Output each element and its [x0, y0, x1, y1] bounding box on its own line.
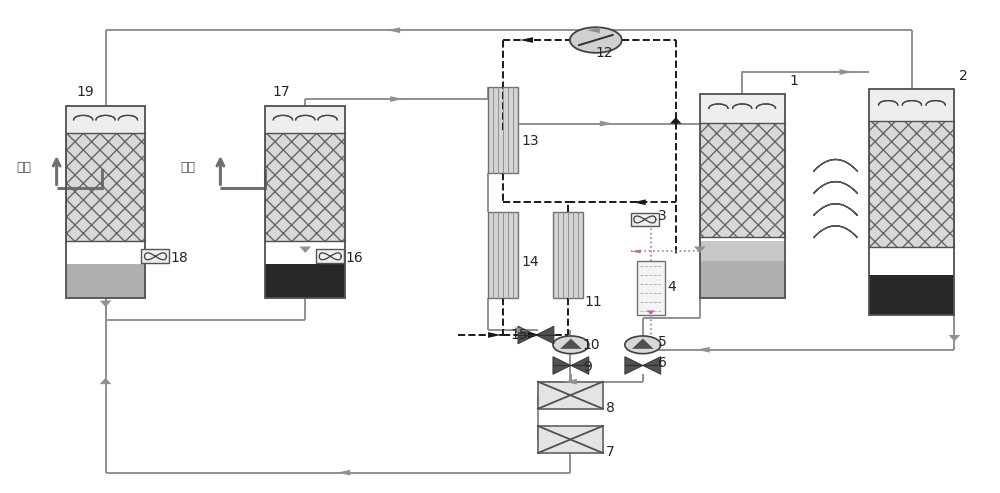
Polygon shape [337, 470, 350, 476]
Circle shape [570, 27, 622, 53]
Bar [488, 87, 518, 173]
Bar [869, 89, 954, 316]
Polygon shape [100, 301, 111, 307]
Bar [488, 212, 518, 298]
Bar [553, 212, 583, 298]
Polygon shape [536, 326, 554, 344]
Text: 11: 11 [585, 295, 603, 310]
Polygon shape [571, 356, 589, 374]
Polygon shape [515, 327, 528, 333]
Bar [265, 133, 345, 241]
Text: 18: 18 [170, 251, 188, 265]
Polygon shape [564, 379, 577, 385]
Bar [869, 275, 954, 316]
Polygon shape [840, 69, 853, 75]
Bar [700, 261, 785, 298]
Bar [316, 249, 344, 263]
Text: 17: 17 [272, 85, 290, 99]
Bar [700, 241, 785, 261]
Bar [66, 106, 145, 133]
Text: 3: 3 [658, 210, 667, 223]
Text: 14: 14 [521, 254, 539, 269]
Polygon shape [587, 27, 600, 33]
Polygon shape [694, 246, 706, 253]
Bar [637, 261, 665, 316]
Polygon shape [390, 96, 403, 102]
Text: 19: 19 [77, 85, 94, 99]
Polygon shape [633, 199, 646, 205]
Polygon shape [632, 249, 641, 253]
Text: 4: 4 [668, 280, 677, 294]
Bar [869, 121, 954, 247]
Polygon shape [643, 356, 661, 374]
Bar [538, 382, 603, 409]
Polygon shape [299, 246, 311, 253]
Bar [869, 121, 954, 247]
Bar [265, 133, 345, 241]
Text: 5: 5 [658, 335, 667, 349]
Text: 排风: 排风 [180, 161, 195, 175]
Polygon shape [697, 347, 710, 352]
Text: 排风: 排风 [17, 161, 32, 175]
Bar [141, 249, 169, 263]
Bar [700, 123, 785, 237]
Bar [66, 133, 145, 241]
Circle shape [553, 336, 589, 353]
Bar [265, 106, 345, 133]
Text: 15: 15 [510, 328, 528, 342]
Polygon shape [100, 378, 111, 384]
Polygon shape [670, 117, 682, 124]
Polygon shape [600, 121, 613, 127]
Polygon shape [560, 339, 582, 349]
Circle shape [625, 336, 661, 353]
Text: 9: 9 [583, 360, 592, 374]
Bar [66, 106, 145, 298]
Bar [700, 94, 785, 298]
Polygon shape [949, 335, 960, 341]
Bar [538, 426, 603, 453]
Polygon shape [553, 356, 571, 374]
Polygon shape [387, 27, 400, 33]
Bar [869, 89, 954, 121]
Text: 10: 10 [583, 338, 601, 352]
Bar [265, 264, 345, 298]
Polygon shape [625, 356, 643, 374]
Bar [631, 212, 659, 226]
Text: 6: 6 [658, 356, 667, 370]
Text: 13: 13 [521, 134, 539, 148]
Polygon shape [520, 37, 533, 43]
Bar [66, 133, 145, 241]
Polygon shape [518, 326, 536, 344]
Bar [700, 123, 785, 237]
Text: 2: 2 [959, 70, 968, 83]
Text: 1: 1 [790, 74, 798, 88]
Polygon shape [632, 339, 654, 349]
Text: 12: 12 [596, 46, 613, 60]
Text: 16: 16 [345, 251, 363, 265]
Text: 7: 7 [606, 445, 615, 459]
Bar [265, 106, 345, 298]
Bar [700, 94, 785, 123]
Bar [66, 264, 145, 298]
Polygon shape [647, 311, 655, 315]
Polygon shape [488, 332, 501, 338]
Text: 8: 8 [606, 401, 615, 415]
Polygon shape [528, 332, 541, 338]
